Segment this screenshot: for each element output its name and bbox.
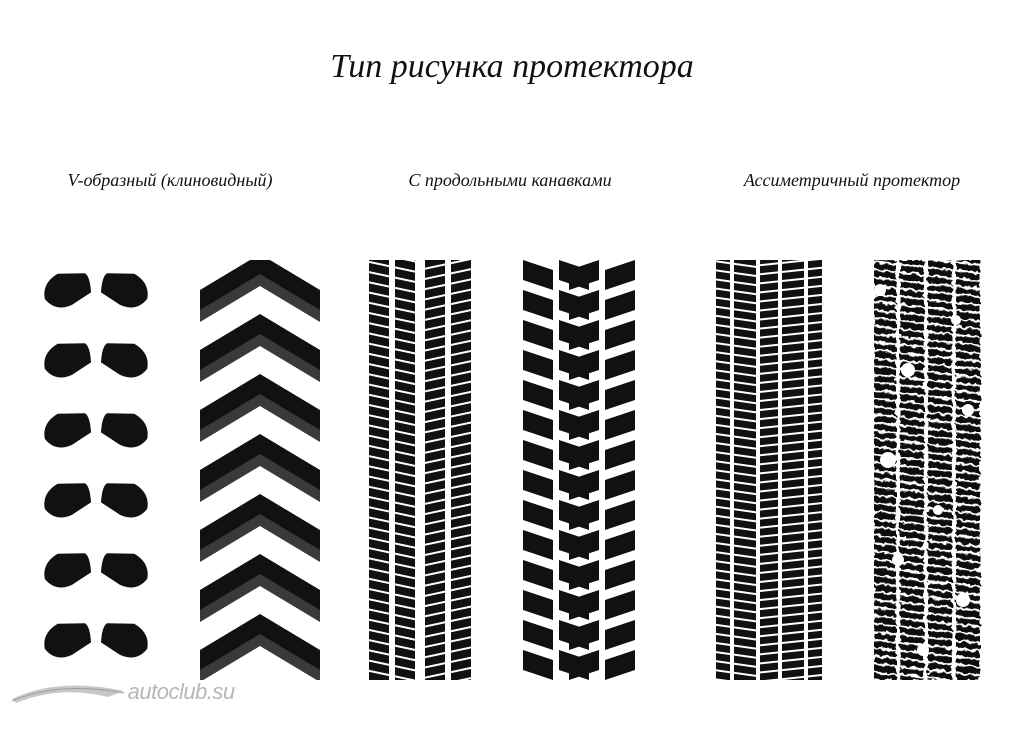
label-asymmetric: Ассиметричный протектор — [680, 170, 1024, 191]
tread-v-solid — [200, 260, 320, 680]
tread-directional-blocks — [519, 260, 669, 680]
tread-asym-ribs — [714, 260, 824, 680]
tread-v-open — [36, 260, 156, 680]
watermark-swoosh-icon — [8, 679, 128, 707]
tread-longitudinal-ribs — [365, 260, 475, 680]
tread-worn-asym — [868, 260, 988, 680]
watermark: autoclub.su — [8, 679, 235, 707]
watermark-text: autoclub.su — [128, 679, 235, 704]
label-v-shaped: V-образный (клиновидный) — [0, 170, 340, 191]
label-longitudinal: С продольными канавками — [340, 170, 680, 191]
tread-tracks — [36, 260, 988, 690]
page-title: Тип рисунка протектора — [0, 48, 1024, 86]
category-labels: V-образный (клиновидный) С продольными к… — [0, 170, 1024, 191]
